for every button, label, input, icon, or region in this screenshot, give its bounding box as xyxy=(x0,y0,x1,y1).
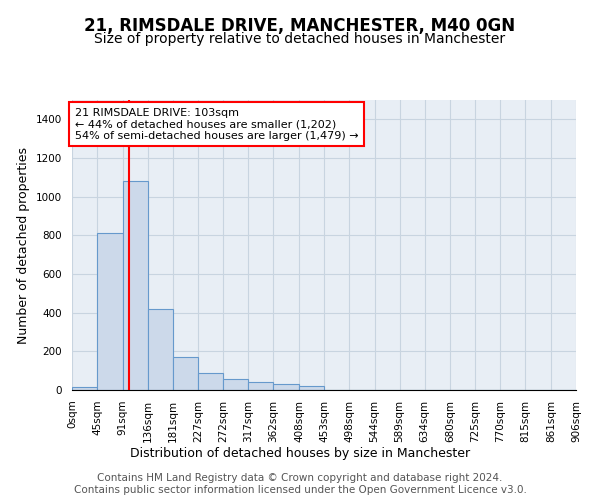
Bar xyxy=(148,309,173,390)
Text: 21 RIMSDALE DRIVE: 103sqm
← 44% of detached houses are smaller (1,202)
54% of se: 21 RIMSDALE DRIVE: 103sqm ← 44% of detac… xyxy=(75,108,358,141)
Bar xyxy=(248,382,274,390)
Text: Distribution of detached houses by size in Manchester: Distribution of detached houses by size … xyxy=(130,448,470,460)
Bar xyxy=(72,386,97,390)
Bar xyxy=(97,234,122,390)
Bar xyxy=(122,181,148,390)
Text: 21, RIMSDALE DRIVE, MANCHESTER, M40 0GN: 21, RIMSDALE DRIVE, MANCHESTER, M40 0GN xyxy=(85,18,515,36)
Bar xyxy=(223,379,248,390)
Y-axis label: Number of detached properties: Number of detached properties xyxy=(17,146,31,344)
Text: Size of property relative to detached houses in Manchester: Size of property relative to detached ho… xyxy=(94,32,506,46)
Bar xyxy=(198,372,223,390)
Text: Contains HM Land Registry data © Crown copyright and database right 2024.
Contai: Contains HM Land Registry data © Crown c… xyxy=(74,474,526,495)
Bar xyxy=(173,357,198,390)
Bar xyxy=(299,386,324,390)
Bar xyxy=(274,384,299,390)
